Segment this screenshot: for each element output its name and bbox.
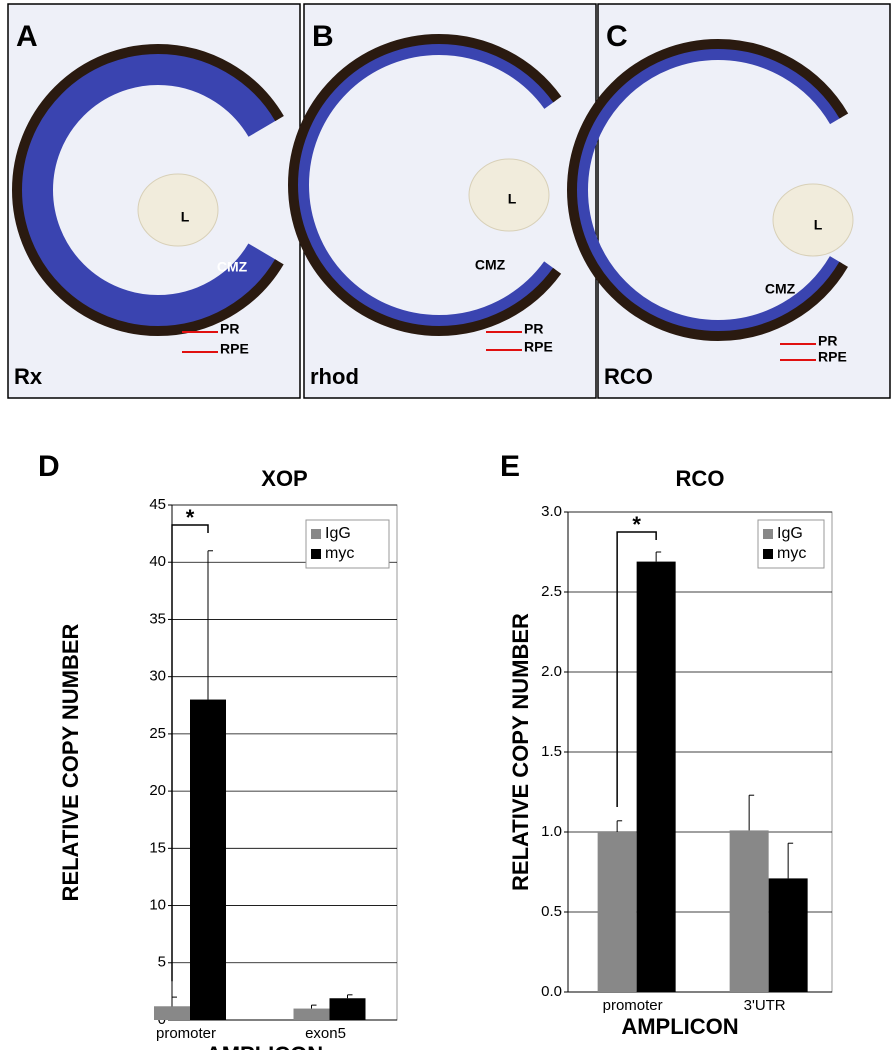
legend-label: IgG bbox=[777, 525, 803, 542]
legend-label: IgG bbox=[325, 525, 351, 542]
bar bbox=[597, 832, 637, 992]
marker-label: PR bbox=[818, 333, 837, 349]
bar bbox=[329, 998, 366, 1020]
chart-title: XOP bbox=[261, 466, 307, 491]
marker-label: RPE bbox=[220, 341, 249, 357]
marker-label: CMZ bbox=[217, 259, 248, 275]
x-tick-label: promoter bbox=[603, 997, 663, 1014]
retina-layer bbox=[295, 41, 583, 329]
retina-layer bbox=[288, 34, 590, 336]
y-tick-label: 20 bbox=[149, 782, 166, 799]
bar bbox=[293, 1008, 330, 1020]
lens bbox=[772, 183, 854, 257]
retina-layer bbox=[19, 51, 297, 329]
gene-label: rhod bbox=[310, 364, 359, 389]
marker-label: PR bbox=[220, 321, 239, 337]
panel-letter: C bbox=[606, 20, 628, 53]
legend-box bbox=[305, 519, 390, 569]
legend-swatch bbox=[311, 529, 321, 539]
y-axis-label: RELATIVE COPY NUMBER bbox=[58, 623, 83, 901]
bar bbox=[768, 878, 808, 992]
panel-letter: D bbox=[38, 450, 60, 483]
legend-swatch bbox=[311, 549, 321, 559]
x-tick-label: 3'UTR bbox=[744, 997, 786, 1014]
marker-label: L bbox=[814, 217, 823, 233]
bar bbox=[636, 561, 676, 992]
legend-label: myc bbox=[777, 545, 806, 562]
y-tick-label: 45 bbox=[149, 496, 166, 513]
x-axis-label: AMPLICON bbox=[621, 1014, 738, 1039]
y-tick-label: 30 bbox=[149, 668, 166, 685]
bar bbox=[729, 830, 769, 992]
y-tick-label: 1.5 bbox=[541, 743, 562, 760]
lens bbox=[137, 173, 219, 247]
y-tick-label: 15 bbox=[149, 839, 166, 856]
significance-bracket bbox=[171, 524, 209, 982]
lens bbox=[468, 158, 550, 232]
marker-label: RPE bbox=[524, 339, 553, 355]
y-tick-label: 0.0 bbox=[541, 983, 562, 1000]
y-tick-label: 5 bbox=[158, 954, 166, 971]
y-tick-label: 2.0 bbox=[541, 663, 562, 680]
legend-swatch bbox=[763, 549, 773, 559]
significance-star: * bbox=[632, 512, 641, 537]
y-tick-label: 0.5 bbox=[541, 903, 562, 920]
x-tick-label: exon5 bbox=[305, 1025, 346, 1042]
retina-layer bbox=[574, 46, 862, 334]
panel-letter: B bbox=[312, 20, 334, 53]
marker-label: RPE bbox=[818, 349, 847, 365]
y-tick-label: 3.0 bbox=[541, 503, 562, 520]
significance-star: * bbox=[186, 505, 195, 530]
bar bbox=[154, 1006, 190, 1020]
bar bbox=[190, 699, 226, 1020]
x-tick-label: promoter bbox=[156, 1025, 216, 1042]
y-tick-label: 40 bbox=[149, 553, 166, 570]
panel-letter: A bbox=[16, 20, 38, 53]
retina-layer bbox=[567, 39, 869, 341]
y-tick-label: 10 bbox=[149, 897, 166, 914]
marker-label: CMZ bbox=[475, 257, 506, 273]
gene-label: Rx bbox=[14, 364, 43, 389]
chart-title: RCO bbox=[676, 466, 725, 491]
significance-bracket bbox=[616, 531, 657, 807]
y-tick-label: 2.5 bbox=[541, 583, 562, 600]
y-tick-label: 1.0 bbox=[541, 823, 562, 840]
x-axis-label: AMPLICON bbox=[206, 1042, 323, 1050]
marker-label: L bbox=[181, 209, 190, 225]
retina-layer bbox=[12, 44, 304, 336]
y-axis-label: RELATIVE COPY NUMBER bbox=[508, 613, 533, 891]
marker-label: CMZ bbox=[765, 281, 796, 297]
legend-swatch bbox=[763, 529, 773, 539]
gene-label: RCO bbox=[604, 364, 653, 389]
marker-label: PR bbox=[524, 321, 543, 337]
legend-label: myc bbox=[325, 545, 354, 562]
y-tick-label: 35 bbox=[149, 610, 166, 627]
marker-label: L bbox=[508, 191, 517, 207]
y-tick-label: 25 bbox=[149, 725, 166, 742]
legend-box bbox=[757, 519, 825, 569]
panel-letter: E bbox=[500, 450, 520, 483]
